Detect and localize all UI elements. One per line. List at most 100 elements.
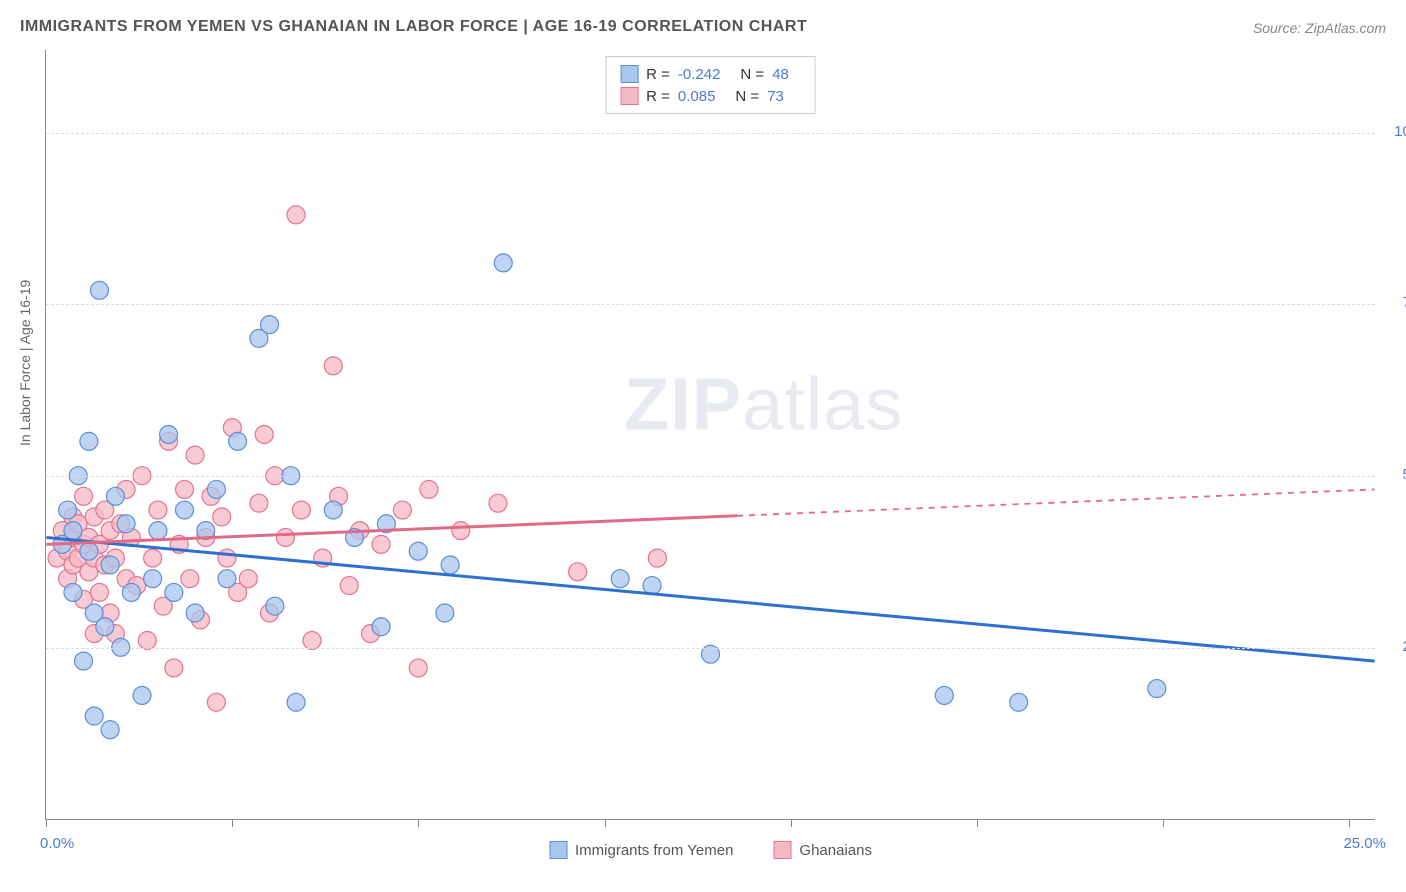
point-yemen <box>266 597 284 615</box>
chart-title: IMMIGRANTS FROM YEMEN VS GHANAIAN IN LAB… <box>20 18 807 36</box>
y-tick-label: 100.0% <box>1394 123 1406 140</box>
x-tick <box>977 819 978 827</box>
point-yemen <box>117 515 135 533</box>
point-ghanaians <box>303 631 321 649</box>
point-ghanaians <box>372 535 390 553</box>
y-tick-label: 75.0% <box>1402 294 1406 311</box>
point-yemen <box>611 570 629 588</box>
point-yemen <box>85 707 103 725</box>
point-yemen <box>106 487 124 505</box>
point-yemen <box>96 618 114 636</box>
stats-row-ghanaians: R = 0.085 N = 73 <box>620 85 801 107</box>
trend-line-dashed-ghanaians <box>737 489 1375 515</box>
point-ghanaians <box>165 659 183 677</box>
stats-n-yemen: 48 <box>772 66 789 83</box>
y-tick-label: 50.0% <box>1402 466 1406 483</box>
point-yemen <box>75 652 93 670</box>
point-yemen <box>165 583 183 601</box>
point-yemen <box>122 583 140 601</box>
point-yemen <box>324 501 342 519</box>
point-yemen <box>441 556 459 574</box>
point-ghanaians <box>409 659 427 677</box>
grid-line <box>46 476 1375 477</box>
legend-item: Ghanaians <box>773 841 872 859</box>
swatch-yemen <box>620 65 638 83</box>
point-yemen <box>91 281 109 299</box>
legend-label: Immigrants from Yemen <box>575 842 733 859</box>
point-ghanaians <box>213 508 231 526</box>
x-tick <box>1349 819 1350 827</box>
grid-line <box>46 133 1375 134</box>
point-ghanaians <box>149 501 167 519</box>
point-ghanaians <box>420 480 438 498</box>
stats-r-ghanaians: 0.085 <box>678 88 716 105</box>
x-origin-label: 0.0% <box>40 835 74 852</box>
point-yemen <box>1148 680 1166 698</box>
point-ghanaians <box>207 693 225 711</box>
point-yemen <box>80 542 98 560</box>
point-yemen <box>186 604 204 622</box>
stats-row-yemen: R = -0.242 N = 48 <box>620 63 801 85</box>
trend-line-yemen <box>46 537 1374 661</box>
point-ghanaians <box>91 583 109 601</box>
point-ghanaians <box>393 501 411 519</box>
stats-n-ghanaians: 73 <box>767 88 784 105</box>
x-tick <box>791 819 792 827</box>
grid-line <box>46 648 1375 649</box>
point-yemen <box>176 501 194 519</box>
legend-item: Immigrants from Yemen <box>549 841 733 859</box>
stats-box: R = -0.242 N = 48 R = 0.085 N = 73 <box>605 56 816 114</box>
point-ghanaians <box>75 487 93 505</box>
y-axis-label: In Labor Force | Age 16-19 <box>17 280 33 446</box>
point-yemen <box>101 556 119 574</box>
legend-swatch <box>773 841 791 859</box>
point-yemen <box>436 604 454 622</box>
point-ghanaians <box>255 426 273 444</box>
point-yemen <box>101 721 119 739</box>
point-ghanaians <box>144 549 162 567</box>
point-yemen <box>133 686 151 704</box>
x-tick <box>1163 819 1164 827</box>
point-ghanaians <box>239 570 257 588</box>
point-ghanaians <box>569 563 587 581</box>
point-yemen <box>287 693 305 711</box>
legend-label: Ghanaians <box>799 842 872 859</box>
point-ghanaians <box>138 631 156 649</box>
point-yemen <box>149 522 167 540</box>
point-ghanaians <box>452 522 470 540</box>
x-tick <box>418 819 419 827</box>
point-yemen <box>372 618 390 636</box>
x-max-label: 25.0% <box>1343 835 1386 852</box>
point-ghanaians <box>250 494 268 512</box>
x-tick <box>605 819 606 827</box>
plot-area: ZIPatlas R = -0.242 N = 48 R = 0.085 N =… <box>45 50 1375 820</box>
point-ghanaians <box>287 206 305 224</box>
point-yemen <box>80 432 98 450</box>
point-ghanaians <box>218 549 236 567</box>
point-ghanaians <box>292 501 310 519</box>
point-ghanaians <box>276 529 294 547</box>
point-yemen <box>494 254 512 272</box>
stats-r-yemen: -0.242 <box>678 66 721 83</box>
point-yemen <box>59 501 77 519</box>
point-ghanaians <box>324 357 342 375</box>
point-ghanaians <box>648 549 666 567</box>
point-ghanaians <box>186 446 204 464</box>
y-tick-label: 25.0% <box>1402 638 1406 655</box>
legend-swatch <box>549 841 567 859</box>
point-yemen <box>218 570 236 588</box>
point-yemen <box>160 426 178 444</box>
grid-line <box>46 304 1375 305</box>
swatch-ghanaians <box>620 87 638 105</box>
point-yemen <box>144 570 162 588</box>
point-yemen <box>207 480 225 498</box>
x-tick <box>232 819 233 827</box>
point-yemen <box>229 432 247 450</box>
point-ghanaians <box>181 570 199 588</box>
point-yemen <box>935 686 953 704</box>
source-label: Source: ZipAtlas.com <box>1253 20 1386 36</box>
point-yemen <box>64 583 82 601</box>
point-yemen <box>1010 693 1028 711</box>
legend-bottom: Immigrants from Yemen Ghanaians <box>549 841 872 859</box>
point-yemen <box>261 316 279 334</box>
